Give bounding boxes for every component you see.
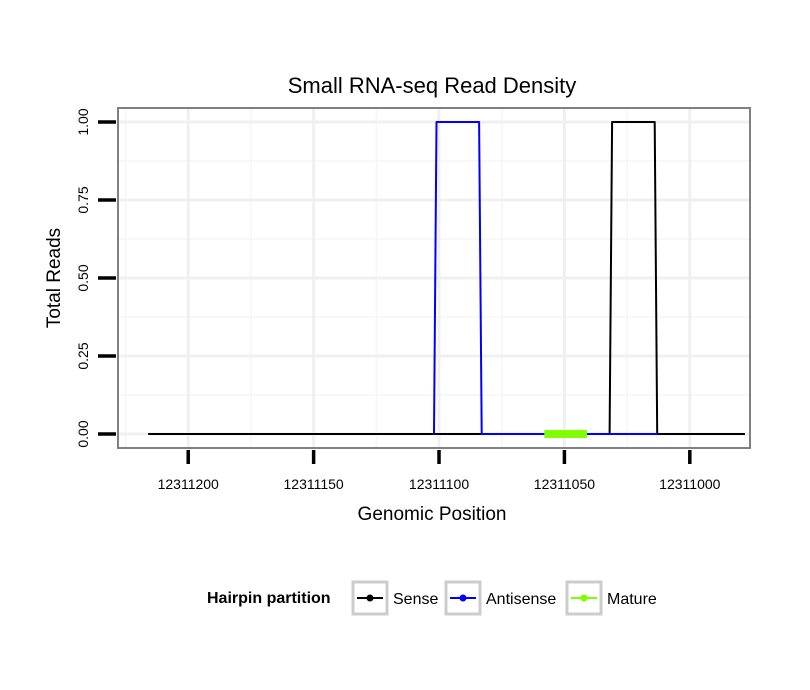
legend-items: Sense Antisense Mature — [351, 580, 657, 616]
legend-key-point — [580, 594, 588, 602]
series-layer — [148, 121, 745, 438]
plot-frame — [117, 107, 751, 449]
chart-title: Small RNA-seq Read Density — [288, 73, 577, 98]
legend-label-antisense: Antisense — [486, 591, 556, 608]
y-tick-label: 0.75 — [75, 186, 91, 213]
x-tick-label: 12311150 — [284, 476, 344, 492]
legend-label-sense: Sense — [393, 591, 438, 608]
y-tick-label: 0.00 — [75, 420, 91, 447]
legend: Hairpin partition Sense Antisense Mature — [207, 580, 657, 616]
legend-title: Hairpin partition — [207, 590, 331, 607]
legend-label-mature: Mature — [607, 591, 657, 608]
y-tick-label: 1.00 — [75, 108, 91, 135]
y-axis-title: Total Reads — [44, 228, 65, 328]
x-axis-ticks: 12311200 12311150 12311100 12311050 12311000 — [158, 450, 721, 492]
x-tick-label: 12311000 — [659, 476, 720, 492]
series-line-antisense — [433, 121, 658, 435]
x-tick-label: 12311050 — [534, 476, 595, 492]
legend-key-point — [366, 594, 374, 602]
x-tick-label: 12311200 — [158, 476, 219, 492]
y-tick-label: 0.50 — [75, 264, 91, 291]
y-tick-label: 0.25 — [75, 342, 91, 369]
legend-key-point — [459, 594, 467, 602]
y-axis-ticks: 0.00 0.25 0.50 0.75 1.00 — [75, 108, 116, 448]
x-axis-title: Genomic Position — [358, 504, 507, 525]
x-tick-label: 12311100 — [409, 476, 469, 492]
